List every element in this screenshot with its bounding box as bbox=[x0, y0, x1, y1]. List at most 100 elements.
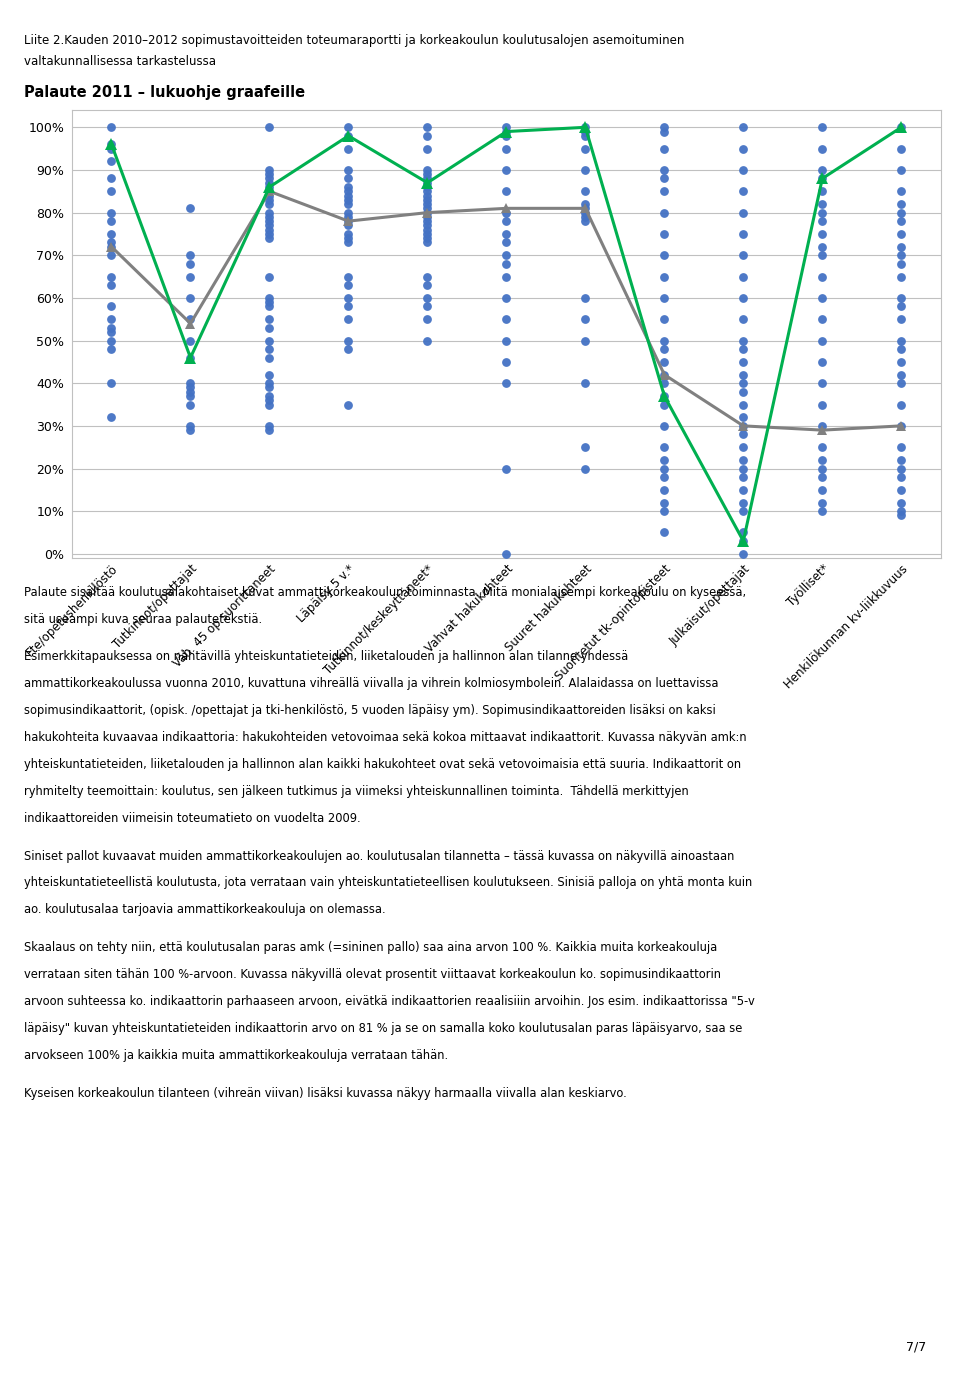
Point bbox=[499, 351, 515, 373]
Point bbox=[499, 125, 515, 147]
Point bbox=[420, 125, 435, 147]
Point bbox=[735, 338, 751, 360]
Point bbox=[735, 449, 751, 471]
Point bbox=[815, 223, 830, 245]
Point bbox=[499, 372, 515, 394]
Point bbox=[341, 205, 356, 227]
Point bbox=[657, 266, 672, 288]
Point bbox=[894, 500, 909, 522]
Point bbox=[341, 168, 356, 190]
Point bbox=[420, 215, 435, 237]
Point bbox=[499, 287, 515, 309]
Text: valtakunnallisessa tarkastelussa: valtakunnallisessa tarkastelussa bbox=[24, 55, 216, 68]
Point bbox=[735, 466, 751, 488]
Point bbox=[815, 266, 830, 288]
Point bbox=[262, 291, 277, 313]
Point bbox=[894, 201, 909, 223]
Point bbox=[815, 449, 830, 471]
Point bbox=[262, 295, 277, 317]
Point bbox=[341, 274, 356, 296]
Point bbox=[815, 500, 830, 522]
Point bbox=[420, 209, 435, 232]
Point bbox=[104, 266, 119, 288]
Point bbox=[262, 389, 277, 411]
Point bbox=[894, 504, 909, 526]
Point bbox=[499, 158, 515, 181]
Point bbox=[182, 347, 198, 369]
Point bbox=[262, 163, 277, 185]
Point bbox=[578, 181, 593, 203]
Point bbox=[104, 372, 119, 394]
Point bbox=[735, 492, 751, 514]
Point bbox=[815, 193, 830, 215]
Text: Skaalaus on tehty niin, että koulutusalan paras amk (=sininen pallo) saa aina ar: Skaalaus on tehty niin, että koulutusala… bbox=[24, 941, 717, 954]
Point bbox=[341, 209, 356, 232]
Point bbox=[341, 138, 356, 160]
Point bbox=[104, 168, 119, 190]
Point bbox=[262, 338, 277, 360]
Point bbox=[815, 158, 830, 181]
Point bbox=[735, 223, 751, 245]
Point bbox=[894, 244, 909, 266]
Point bbox=[262, 158, 277, 181]
Point bbox=[341, 287, 356, 309]
Text: Liite 2.Kauden 2010–2012 sopimustavoitteiden toteumaraportti ja korkeakoulun kou: Liite 2.Kauden 2010–2012 sopimustavoitte… bbox=[24, 34, 684, 47]
Point bbox=[499, 329, 515, 351]
Point bbox=[815, 457, 830, 480]
Point bbox=[262, 209, 277, 232]
Point bbox=[735, 266, 751, 288]
Point bbox=[894, 252, 909, 274]
Point bbox=[499, 223, 515, 245]
Point bbox=[104, 138, 119, 160]
Point bbox=[735, 380, 751, 402]
Text: indikaattoreiden viimeisin toteumatieto on vuodelta 2009.: indikaattoreiden viimeisin toteumatieto … bbox=[24, 812, 361, 824]
Point bbox=[341, 125, 356, 147]
Text: Kyseisen korkeakoulun tilanteen (vihreän viivan) lisäksi kuvassa näkyy harmaalla: Kyseisen korkeakoulun tilanteen (vihreän… bbox=[24, 1087, 627, 1100]
Point bbox=[262, 364, 277, 386]
Point bbox=[420, 223, 435, 245]
Point bbox=[657, 201, 672, 223]
Point bbox=[420, 287, 435, 309]
Point bbox=[894, 338, 909, 360]
Point bbox=[735, 478, 751, 500]
Point bbox=[420, 168, 435, 190]
Point bbox=[341, 394, 356, 416]
Point bbox=[578, 329, 593, 351]
Point bbox=[104, 329, 119, 351]
Point bbox=[262, 347, 277, 369]
Text: sitä useampi kuva seuraa palautetekstiä.: sitä useampi kuva seuraa palautetekstiä. bbox=[24, 612, 262, 626]
Text: ryhmitelty teemoittain: koulutus, sen jälkeen tutkimus ja viimeksi yhteiskunnall: ryhmitelty teemoittain: koulutus, sen jä… bbox=[24, 784, 688, 798]
Point bbox=[420, 116, 435, 138]
Point bbox=[262, 223, 277, 245]
Point bbox=[341, 189, 356, 211]
Point bbox=[182, 197, 198, 219]
Point bbox=[104, 181, 119, 203]
Point bbox=[420, 205, 435, 227]
Point bbox=[104, 150, 119, 172]
Point bbox=[104, 338, 119, 360]
Point bbox=[182, 372, 198, 394]
Point bbox=[578, 158, 593, 181]
Point bbox=[420, 266, 435, 288]
Point bbox=[735, 415, 751, 437]
Point bbox=[735, 309, 751, 331]
Point bbox=[262, 419, 277, 441]
Point bbox=[182, 380, 198, 402]
Point bbox=[735, 423, 751, 445]
Point bbox=[735, 437, 751, 459]
Point bbox=[104, 317, 119, 339]
Point bbox=[735, 201, 751, 223]
Point bbox=[735, 407, 751, 429]
Point bbox=[341, 338, 356, 360]
Point bbox=[182, 376, 198, 398]
Point bbox=[894, 138, 909, 160]
Point bbox=[894, 415, 909, 437]
Point bbox=[657, 338, 672, 360]
Point bbox=[420, 185, 435, 207]
Point bbox=[578, 120, 593, 142]
Point bbox=[815, 138, 830, 160]
Point bbox=[420, 309, 435, 331]
Point bbox=[420, 172, 435, 194]
Point bbox=[815, 372, 830, 394]
Point bbox=[815, 116, 830, 138]
